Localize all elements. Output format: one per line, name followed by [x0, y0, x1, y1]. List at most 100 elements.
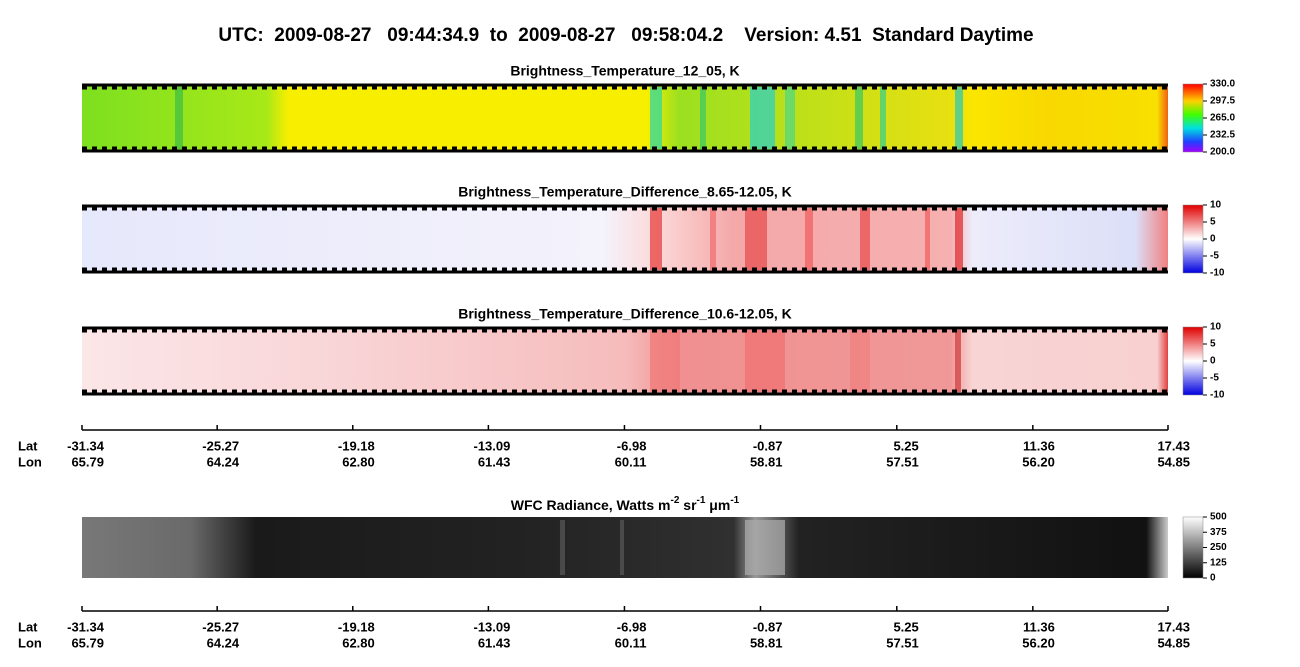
colorbar-label: 10 — [1210, 322, 1222, 333]
lat-tick-label: -31.34 — [67, 438, 105, 453]
image-feature — [785, 87, 795, 149]
title-part: -1 — [697, 495, 706, 506]
colorbar-label: 5 — [1210, 339, 1216, 350]
lat-tick-label: -19.18 — [338, 438, 375, 453]
colorbar-label: 10 — [1210, 200, 1222, 211]
lat-tick-label: 17.43 — [1157, 619, 1190, 634]
lat-axis-title: Lat — [18, 438, 38, 453]
image-feature — [955, 330, 961, 392]
lon-tick-label: 64.24 — [207, 635, 240, 650]
colorbar — [1182, 516, 1204, 579]
lat-tick-label: 11.36 — [1023, 438, 1055, 453]
lon-tick-label: 57.51 — [886, 454, 919, 469]
lat-tick-label: -0.87 — [753, 438, 783, 453]
lat-tick-label: 5.25 — [893, 438, 918, 453]
image-feature — [175, 87, 183, 149]
lon-tick-label: 54.85 — [1157, 454, 1190, 469]
colorbar-label: 232.5 — [1210, 130, 1235, 141]
colorbar-label: -10 — [1210, 268, 1225, 279]
lat-tick-label: 17.43 — [1157, 438, 1190, 453]
lon-tick-label: 56.20 — [1022, 454, 1055, 469]
image-feature — [750, 87, 775, 149]
panel-title: Brightness_Temperature_Difference_10.6-1… — [458, 306, 792, 322]
panel-title: WFC Radiance, Watts m-2 sr-1 μm-1 — [511, 495, 740, 513]
panel-title: Brightness_Temperature_12_05, K — [510, 63, 739, 79]
colorbar — [1182, 326, 1204, 396]
image-feature — [560, 520, 565, 575]
image-feature — [745, 208, 767, 270]
colorbar-label: 330.0 — [1210, 79, 1235, 90]
colorbar-label: 0 — [1210, 356, 1216, 367]
image-strip — [82, 205, 1168, 273]
image-feature — [860, 208, 870, 270]
colorbar — [1182, 204, 1204, 274]
colorbar — [1182, 83, 1204, 153]
image-feature — [745, 330, 785, 392]
lon-tick-label: 57.51 — [886, 635, 919, 650]
image-strip — [82, 517, 1168, 578]
colorbar-label: 500 — [1210, 512, 1227, 523]
image-feature — [650, 330, 680, 392]
image-feature — [955, 208, 963, 270]
title-part: -1 — [730, 495, 739, 506]
image-feature — [700, 87, 706, 149]
lon-tick-label: 58.81 — [750, 454, 783, 469]
lat-axis-title: Lat — [18, 619, 38, 634]
colorbar-label: 5 — [1210, 217, 1216, 228]
lon-tick-label: 64.24 — [207, 454, 240, 469]
colorbar-label: -5 — [1210, 251, 1219, 262]
title-part: sr — [679, 497, 697, 513]
lon-axis-title: Lon — [18, 635, 42, 650]
lon-tick-label: 60.11 — [615, 635, 647, 650]
image-feature — [855, 87, 863, 149]
lat-tick-label: 5.25 — [893, 619, 918, 634]
lat-tick-label: -25.27 — [202, 619, 239, 634]
lon-tick-label: 61.43 — [478, 635, 511, 650]
image-feature — [650, 87, 662, 149]
lon-tick-label: 56.20 — [1022, 635, 1055, 650]
title-part: μm — [705, 497, 730, 513]
lat-tick-label: -6.98 — [617, 438, 647, 453]
lat-tick-label: -25.27 — [202, 438, 239, 453]
colorbar-label: -5 — [1210, 373, 1219, 384]
lon-tick-label: 60.11 — [615, 454, 647, 469]
lat-tick-label: -13.09 — [474, 438, 511, 453]
lon-tick-label: 61.43 — [478, 454, 511, 469]
image-strip — [82, 327, 1168, 395]
colorbar-label: -10 — [1210, 390, 1225, 401]
image-feature — [925, 208, 930, 270]
page-title: UTC: 2009-08-27 09:44:34.9 to 2009-08-27… — [218, 25, 1033, 46]
colorbar-label: 200.0 — [1210, 147, 1235, 158]
image-feature — [850, 330, 870, 392]
image-strip — [82, 84, 1168, 152]
image-feature — [620, 520, 624, 575]
lat-tick-label: 11.36 — [1023, 619, 1055, 634]
lon-tick-label: 54.85 — [1157, 635, 1190, 650]
image-feature — [745, 520, 785, 575]
image-feature — [710, 208, 716, 270]
image-feature — [955, 87, 963, 149]
lon-tick-label: 58.81 — [750, 635, 783, 650]
lat-tick-label: -6.98 — [617, 619, 647, 634]
lon-axis-title: Lon — [18, 454, 42, 469]
colorbar-label: 0 — [1210, 573, 1216, 584]
colorbar-label: 265.0 — [1210, 113, 1235, 124]
lon-tick-label: 65.79 — [71, 454, 104, 469]
title-part: -2 — [670, 495, 679, 506]
colorbar-label: 375 — [1210, 527, 1227, 538]
lon-tick-label: 65.79 — [71, 635, 104, 650]
colorbar-label: 0 — [1210, 234, 1216, 245]
lat-tick-label: -0.87 — [753, 619, 783, 634]
lat-tick-label: -19.18 — [338, 619, 375, 634]
lon-tick-label: 62.80 — [342, 454, 375, 469]
image-feature — [880, 87, 886, 149]
image-feature — [650, 208, 662, 270]
lon-tick-label: 62.80 — [342, 635, 375, 650]
colorbar-label: 250 — [1210, 542, 1227, 553]
colorbar-label: 297.5 — [1210, 96, 1235, 107]
lat-tick-label: -13.09 — [474, 619, 511, 634]
colorbar-label: 125 — [1210, 557, 1227, 568]
title-part: WFC Radiance, Watts m — [511, 497, 671, 513]
panel-title: Brightness_Temperature_Difference_8.65-1… — [458, 184, 792, 200]
